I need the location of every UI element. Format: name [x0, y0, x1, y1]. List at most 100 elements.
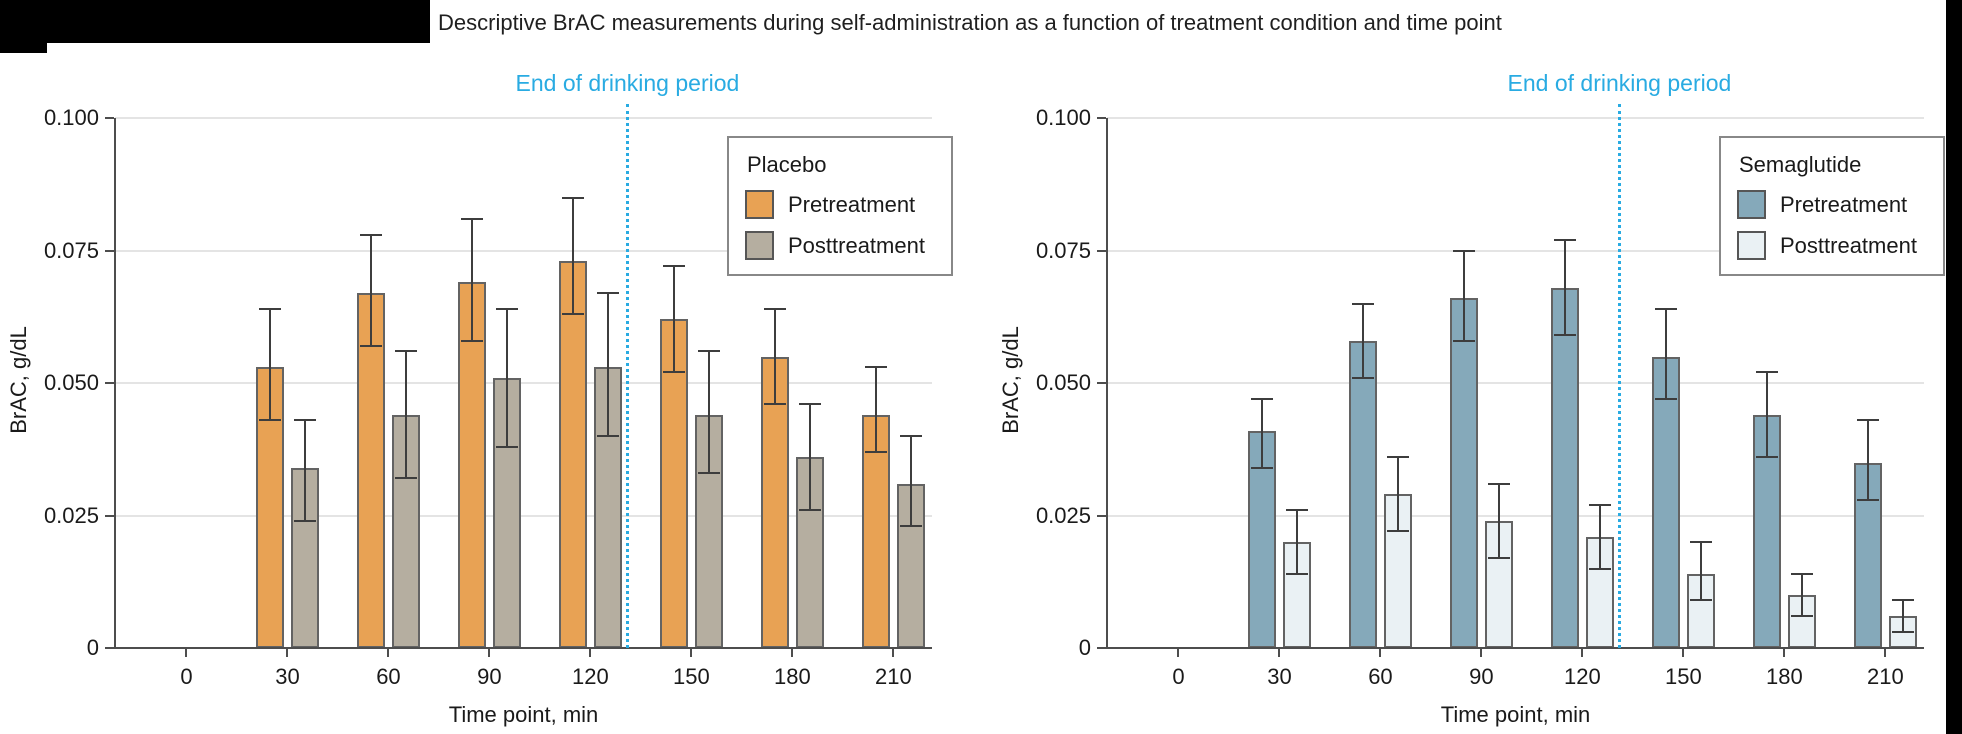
- x-tick-placebo-150: [690, 648, 693, 657]
- bar-semaglutide-pretreatment-60: [1348, 340, 1377, 648]
- errorbar-cap-top-placebo-pretreatment-30: [258, 307, 281, 310]
- errorbar-cap-bottom-placebo-pretreatment-210: [864, 450, 887, 453]
- errorbar-line-semaglutide-pretreatment-30: [1260, 398, 1263, 468]
- errorbar-cap-top-semaglutide-pretreatment-180: [1755, 371, 1778, 374]
- x-tick-label-semaglutide-60: 60: [1368, 664, 1393, 689]
- errorbar-line-semaglutide-posttreatment-120: [1598, 504, 1601, 569]
- errorbar-cap-top-semaglutide-posttreatment-60: [1386, 456, 1409, 459]
- bar-semaglutide-pretreatment-150: [1651, 356, 1680, 648]
- gridline-semaglutide-0.1: [1107, 117, 1924, 119]
- errorbar-cap-bottom-semaglutide-posttreatment-60: [1386, 530, 1409, 533]
- redaction-strip-right: [1946, 0, 1962, 734]
- x-tick-label-semaglutide-90: 90: [1469, 664, 1494, 689]
- gridline-placebo-0.05: [115, 382, 932, 384]
- x-tick-label-semaglutide-150: 150: [1665, 664, 1702, 689]
- redaction-box-title-tab: [0, 43, 47, 53]
- x-tick-label-semaglutide-0: 0: [1172, 664, 1185, 689]
- gridline-placebo-0.1: [115, 117, 932, 119]
- errorbar-line-placebo-pretreatment-180: [773, 308, 776, 405]
- legend-title-placebo: Placebo: [747, 152, 827, 177]
- errorbar-cap-top-semaglutide-pretreatment-30: [1250, 397, 1273, 400]
- errorbar-line-placebo-posttreatment-60: [404, 351, 407, 479]
- errorbar-line-placebo-posttreatment-150: [707, 351, 710, 474]
- y-tick-semaglutide-0.100: [1097, 117, 1106, 119]
- errorbar-cap-bottom-semaglutide-posttreatment-150: [1689, 599, 1712, 602]
- errorbar-cap-top-placebo-pretreatment-180: [763, 307, 786, 310]
- errorbar-cap-top-placebo-posttreatment-210: [899, 435, 922, 437]
- errorbar-line-placebo-pretreatment-90: [470, 218, 473, 341]
- errorbar-line-semaglutide-pretreatment-180: [1765, 372, 1768, 458]
- errorbar-cap-bottom-semaglutide-pretreatment-180: [1755, 456, 1778, 459]
- y-axis-placebo: [114, 118, 116, 649]
- errorbar-cap-bottom-placebo-posttreatment-90: [495, 445, 518, 448]
- errorbar-cap-bottom-placebo-pretreatment-30: [258, 419, 281, 422]
- x-tick-label-placebo-60: 60: [376, 664, 401, 689]
- x-tick-label-placebo-30: 30: [275, 664, 300, 689]
- end-of-drinking-label-placebo: End of drinking period: [515, 70, 740, 96]
- legend-title-semaglutide: Semaglutide: [1739, 152, 1862, 177]
- errorbar-line-semaglutide-pretreatment-120: [1563, 239, 1566, 336]
- legend-swatch-semaglutide-pretreatment: [1737, 190, 1766, 219]
- y-tick-label-semaglutide-0.075: 0.075: [1035, 237, 1091, 263]
- y-tick-semaglutide-0.075: [1097, 249, 1106, 252]
- errorbar-cap-bottom-placebo-pretreatment-180: [763, 403, 786, 406]
- errorbar-cap-top-placebo-posttreatment-30: [293, 419, 316, 422]
- x-tick-label-placebo-90: 90: [477, 664, 502, 689]
- x-tick-placebo-120: [589, 648, 592, 657]
- errorbar-cap-bottom-placebo-posttreatment-180: [798, 509, 821, 512]
- y-tick-placebo-0.075: [105, 249, 114, 252]
- y-tick-label-placebo-0.050: 0.050: [43, 370, 99, 395]
- bar-semaglutide-pretreatment-90: [1449, 298, 1478, 648]
- figure-title: Descriptive BrAC measurements during sel…: [438, 10, 1502, 35]
- errorbar-cap-bottom-semaglutide-pretreatment-210: [1856, 498, 1879, 501]
- y-tick-semaglutide-0: [1097, 647, 1106, 649]
- bar-placebo-pretreatment-60: [356, 292, 385, 648]
- legend-semaglutide: Semaglutide Pretreatment Posttreatment: [1719, 136, 1945, 276]
- errorbar-cap-top-placebo-pretreatment-120: [561, 196, 584, 199]
- x-tick-placebo-210: [892, 648, 895, 657]
- bar-placebo-pretreatment-90: [457, 282, 486, 648]
- y-tick-semaglutide-0.025: [1097, 514, 1106, 517]
- x-tick-placebo-30: [286, 648, 289, 657]
- y-tick-label-placebo-0.025: 0.025: [43, 502, 99, 528]
- errorbar-line-placebo-pretreatment-60: [369, 234, 372, 346]
- errorbar-cap-bottom-placebo-pretreatment-90: [460, 339, 483, 342]
- errorbar-cap-bottom-semaglutide-pretreatment-60: [1351, 376, 1374, 379]
- errorbar-cap-bottom-placebo-posttreatment-120: [596, 435, 619, 437]
- x-axis-title-placebo: Time point, min: [448, 702, 599, 727]
- legend-label-placebo-posttreatment: Posttreatment: [788, 232, 925, 258]
- errorbar-line-semaglutide-posttreatment-90: [1497, 483, 1500, 558]
- x-tick-semaglutide-120: [1581, 648, 1584, 657]
- x-tick-semaglutide-30: [1278, 648, 1281, 657]
- errorbar-line-placebo-posttreatment-90: [505, 308, 508, 447]
- errorbar-cap-top-semaglutide-pretreatment-90: [1452, 249, 1475, 252]
- y-tick-placebo-0.025: [105, 514, 114, 517]
- x-tick-semaglutide-210: [1884, 648, 1887, 657]
- y-tick-label-semaglutide-0: 0: [1078, 635, 1091, 660]
- gridline-semaglutide-0.05: [1107, 382, 1924, 384]
- errorbar-cap-top-placebo-posttreatment-180: [798, 403, 821, 406]
- x-tick-label-semaglutide-180: 180: [1766, 664, 1803, 689]
- x-axis-title-semaglutide: Time point, min: [1440, 702, 1591, 727]
- y-tick-placebo-0.050: [105, 382, 114, 384]
- x-tick-label-placebo-210: 210: [874, 664, 912, 689]
- errorbar-cap-bottom-placebo-pretreatment-120: [561, 313, 584, 316]
- gridline-semaglutide-0.025: [1107, 514, 1924, 517]
- errorbar-line-semaglutide-pretreatment-90: [1462, 250, 1465, 341]
- errorbar-cap-top-semaglutide-posttreatment-120: [1588, 503, 1611, 506]
- errorbar-line-semaglutide-pretreatment-60: [1361, 303, 1364, 378]
- y-axis-semaglutide: [1106, 118, 1108, 649]
- y-tick-label-placebo-0.100: 0.100: [43, 105, 99, 130]
- bar-semaglutide-pretreatment-120: [1550, 287, 1579, 648]
- y-tick-label-semaglutide-0.025: 0.025: [1035, 502, 1091, 528]
- errorbar-cap-top-placebo-pretreatment-90: [460, 217, 483, 220]
- errorbar-cap-top-placebo-posttreatment-60: [394, 350, 417, 353]
- bar-placebo-pretreatment-120: [558, 261, 587, 648]
- x-tick-placebo-180: [791, 648, 794, 657]
- x-tick-placebo-60: [387, 648, 390, 657]
- errorbar-line-semaglutide-posttreatment-150: [1699, 542, 1702, 601]
- end-of-drinking-line-semaglutide: [1617, 104, 1621, 648]
- errorbar-cap-bottom-placebo-posttreatment-60: [394, 477, 417, 480]
- x-tick-label-semaglutide-210: 210: [1866, 664, 1904, 689]
- errorbar-cap-bottom-semaglutide-posttreatment-30: [1285, 572, 1308, 575]
